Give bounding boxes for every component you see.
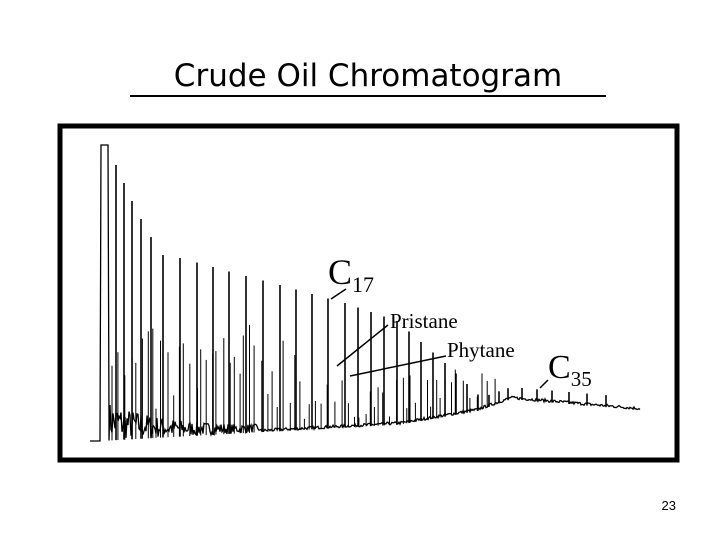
c35-letter: C (548, 349, 571, 386)
slide-title: Crude Oil Chromatogram (174, 58, 562, 94)
c17-leader (330, 288, 347, 300)
c17-letter: C (328, 252, 352, 292)
phytane-label: Phytane (447, 338, 515, 362)
page-number: 23 (662, 498, 676, 513)
pristane-leader (336, 324, 389, 367)
c35-leader (539, 379, 549, 389)
chromatogram-trace (90, 144, 641, 442)
baseline-trace (90, 144, 641, 442)
c17-label: C17 (328, 252, 374, 297)
c17-subscript: 17 (352, 272, 374, 297)
pristane-label: Pristane (390, 309, 458, 333)
phytane-leader (349, 355, 447, 377)
c35-subscript: 35 (571, 367, 592, 391)
c35-label: C35 (548, 349, 592, 391)
